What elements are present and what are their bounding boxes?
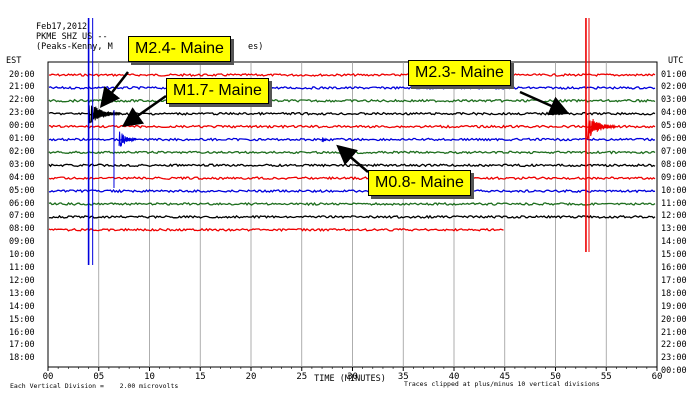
right-time-label: 14:00: [661, 237, 687, 248]
arrow-m24: [99, 71, 129, 108]
trace-22:00: [48, 98, 656, 103]
right-time-label: 06:00: [661, 134, 687, 144]
left-time-label: 15:00: [9, 314, 35, 325]
x-tick-label: 05: [93, 372, 104, 382]
left-time-label: 09:00: [9, 237, 35, 248]
right-time-label: 00:00: [661, 366, 687, 377]
right-time-label: 05:00: [661, 121, 687, 132]
x-tick-label: 30: [347, 372, 358, 382]
left-time-label: 16:00: [9, 327, 35, 338]
left-time-label: 07:00: [9, 211, 35, 222]
left-time-label: 18:00: [9, 353, 35, 364]
arrow-m08: [336, 144, 369, 173]
left-time-label: 12:00: [9, 275, 35, 286]
left-time-label: 03:00: [9, 159, 35, 170]
callout-arrows: [99, 71, 570, 173]
right-time-label: 17:00: [661, 275, 687, 286]
callout-m08: M0.8- Maine: [368, 170, 471, 196]
trace-02:00: [48, 150, 656, 155]
right-time-label: 21:00: [661, 327, 687, 338]
trace-06:00: [48, 201, 656, 207]
location-label-tail: es): [248, 42, 264, 52]
trace-20:00: [48, 73, 656, 78]
right-time-label: 20:00: [661, 314, 687, 325]
right-time-label: 12:00: [661, 211, 687, 222]
right-time-label: 10:00: [661, 185, 687, 196]
right-time-label: 09:00: [661, 172, 687, 183]
left-time-label: 21:00: [9, 82, 35, 93]
left-time-label: 13:00: [9, 288, 35, 299]
callout-m17: M1.7- Maine: [166, 78, 269, 104]
trace-03:00: [48, 163, 656, 168]
date-label: Feb17,2012: [36, 22, 88, 32]
trace-01:00: [48, 137, 656, 142]
right-time-label: 13:00: [661, 224, 687, 235]
clip-note: Traces clipped at plus/minus 10 vertical…: [404, 380, 600, 388]
left-timezone-label: EST: [6, 56, 22, 66]
right-time-label: 01:00: [661, 69, 687, 80]
left-time-label: 08:00: [9, 224, 35, 235]
callout-m24: M2.4- Maine: [128, 36, 231, 62]
trace-07:00: [48, 214, 656, 220]
arrow-m23: [519, 90, 570, 116]
seismogram-traces: [48, 73, 656, 232]
right-time-label: 03:00: [661, 95, 687, 106]
left-time-label: 22:00: [9, 95, 35, 106]
x-tick-labels: 00 05 10 15 20 25 30 35 40 45 50 55 60: [43, 372, 663, 382]
right-time-label: 23:00: [661, 353, 687, 364]
event-burst: [88, 105, 121, 126]
left-time-label: 11:00: [9, 263, 35, 273]
right-time-label: 07:00: [661, 146, 687, 157]
right-time-label: 22:00: [661, 340, 687, 351]
left-time-label: 17:00: [9, 340, 35, 351]
left-time-label: 06:00: [9, 198, 35, 209]
x-tick-label: 60: [652, 372, 663, 382]
right-time-label: 16:00: [661, 263, 687, 273]
left-time-label: 02:00: [9, 146, 35, 157]
left-time-label: 10:00: [9, 250, 35, 261]
trace-21:00: [48, 85, 656, 91]
x-tick-label: 00: [43, 372, 54, 382]
event-bursts: [87, 18, 616, 265]
trace-00:00: [48, 124, 656, 129]
right-time-label: 15:00: [661, 250, 687, 261]
right-time-label: 18:00: [661, 288, 687, 299]
event-burst: [585, 113, 616, 140]
right-time-label: 02:00: [661, 82, 687, 93]
right-time-label: 04:00: [661, 108, 687, 119]
station-label: PKME SHZ US --: [36, 32, 108, 42]
right-time-label: 08:00: [661, 159, 687, 170]
trace-05:00: [48, 188, 656, 194]
right-timezone-label: UTC: [668, 56, 684, 66]
x-tick-label: 50: [550, 372, 561, 382]
event-burst: [321, 137, 329, 143]
left-time-label: 04:00: [9, 172, 35, 183]
trace-08:00: [48, 227, 504, 232]
event-burst: [118, 131, 137, 147]
left-time-label: 14:00: [9, 301, 35, 312]
arrow-m17: [121, 94, 167, 127]
x-axis-label: TIME (MINUTES): [314, 374, 386, 384]
x-tick-label: 15: [195, 372, 206, 382]
vertical-division-note: Each Vertical Division = 2.00 microvolts: [10, 382, 179, 390]
left-time-label: 01:00: [9, 134, 35, 144]
location-label: (Peaks-Kenny, M: [36, 42, 113, 52]
right-time-label: 19:00: [661, 301, 687, 312]
left-time-label: 20:00: [9, 69, 35, 80]
x-tick-label: 40: [449, 372, 460, 382]
left-time-label: 00:00: [9, 121, 35, 132]
x-tick-label: 55: [601, 372, 612, 382]
callout-m23: M2.3- Maine: [408, 60, 511, 86]
x-tick-label: 25: [296, 372, 307, 382]
x-tick-label: 10: [144, 372, 155, 382]
left-time-label: 23:00: [9, 108, 35, 119]
right-time-label: 11:00: [661, 198, 687, 209]
x-tick-label: 20: [246, 372, 257, 382]
trace-04:00: [48, 176, 656, 181]
x-tick-label: 45: [499, 372, 510, 382]
left-time-label: 05:00: [9, 185, 35, 196]
x-tick-label: 35: [398, 372, 409, 382]
